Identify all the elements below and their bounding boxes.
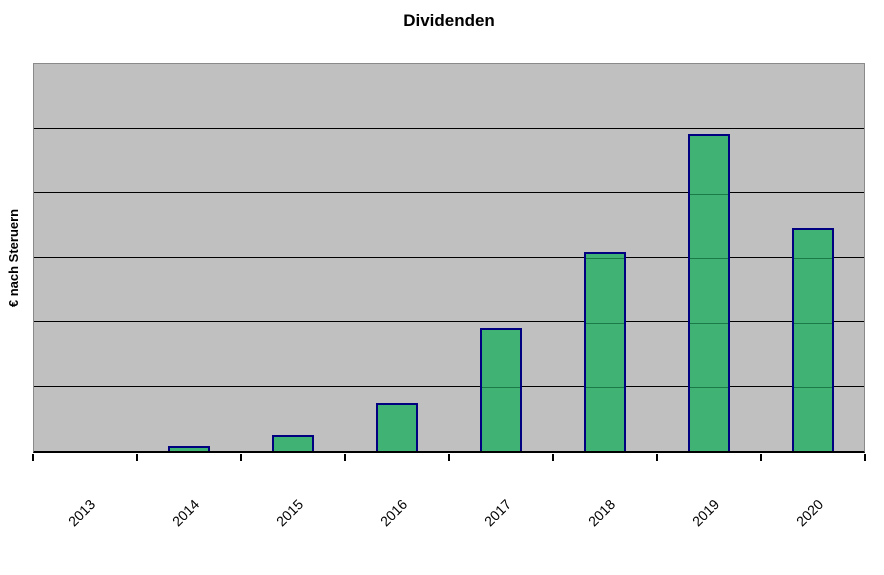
gridline-over-bar xyxy=(586,323,624,324)
x-tick-label: 2018 xyxy=(584,496,619,530)
bar-2015 xyxy=(272,435,314,451)
gridline xyxy=(34,321,864,322)
gridline-over-bar xyxy=(586,387,624,388)
gridline-over-bar xyxy=(794,258,832,259)
x-tick-label: 2014 xyxy=(168,496,203,530)
gridline-over-bar xyxy=(690,258,728,259)
x-axis-tick xyxy=(448,454,450,461)
x-axis-tick xyxy=(656,454,658,461)
x-tick-label: 2015 xyxy=(272,496,307,530)
gridline-over-bar xyxy=(794,387,832,388)
x-tick-label: 2016 xyxy=(376,496,411,530)
bar-2018 xyxy=(584,252,626,451)
gridline-over-bar xyxy=(794,323,832,324)
bar-2020 xyxy=(792,228,834,451)
y-axis-title: € nach Steruern xyxy=(6,208,21,308)
bar-2019 xyxy=(688,134,730,451)
x-tick-label: 2017 xyxy=(480,496,515,530)
x-axis-tick xyxy=(864,454,866,461)
x-axis-tick xyxy=(240,454,242,461)
x-axis-tick xyxy=(136,454,138,461)
gridline-over-bar xyxy=(690,387,728,388)
gridline xyxy=(34,386,864,387)
x-tick-label: 2020 xyxy=(792,496,827,530)
chart-title: Dividenden xyxy=(403,11,495,30)
x-axis-tick xyxy=(552,454,554,461)
gridline-over-bar xyxy=(690,323,728,324)
gridline-over-bar xyxy=(586,258,624,259)
gridline xyxy=(34,192,864,193)
x-axis-tick xyxy=(32,454,34,461)
x-tick-label: 2019 xyxy=(688,496,723,530)
bar-2016 xyxy=(376,403,418,451)
gridline-over-bar xyxy=(690,194,728,195)
bar-2014 xyxy=(168,446,210,451)
gridline xyxy=(34,128,864,129)
x-axis-tick xyxy=(760,454,762,461)
gridline-over-bar xyxy=(482,387,520,388)
x-tick-label: 2013 xyxy=(64,496,99,530)
gridline xyxy=(34,257,864,258)
plot-area xyxy=(33,63,865,453)
bar-2017 xyxy=(480,328,522,451)
x-axis-tick xyxy=(344,454,346,461)
